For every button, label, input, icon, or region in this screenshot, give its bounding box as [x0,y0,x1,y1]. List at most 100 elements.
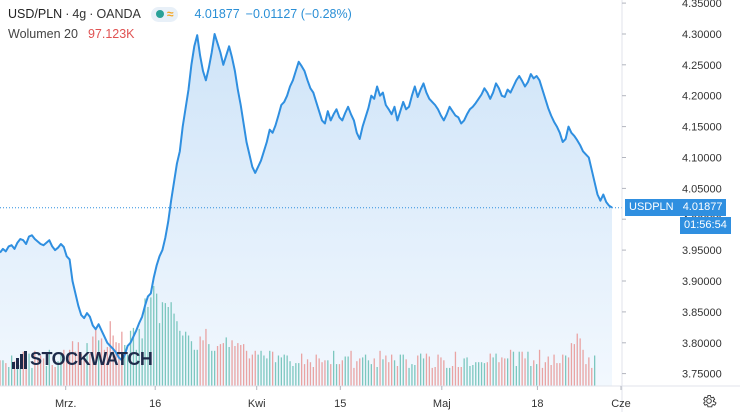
volume-bar [158,323,161,386]
volume-bar [135,349,137,386]
volume-bar [280,357,282,386]
volume-bar [51,365,53,386]
legend-volume-row[interactable]: Wolumen 20 97.123K [8,24,352,44]
volume-bar [588,357,590,386]
volume-bar [173,313,175,386]
volume-bar [228,347,230,386]
volume-bar [547,356,549,386]
volume-bar [37,357,39,386]
volume-bar [469,366,471,386]
volume-bar [356,361,358,386]
volume-bar [153,286,155,386]
volume-bar [335,364,338,386]
volume-bar [541,367,544,386]
volume-bar [362,357,364,386]
y-tick-label: 4.05000 [682,183,722,195]
volume-bar [289,361,291,386]
volume-bar [286,355,288,386]
legend-separator: · [65,7,70,21]
volume-bar [54,367,56,386]
volume-bar [71,341,74,386]
volume-bar [518,351,520,386]
volume-bar [19,365,21,386]
volume-bar [86,343,88,386]
volume-bar [254,350,256,386]
volume-bar [240,345,242,386]
volume-bar [530,366,532,386]
x-tick-label: 16 [149,398,161,410]
volume-bar [399,354,401,386]
volume-bar [309,362,312,386]
time-axis[interactable]: Mrz. 16 Kwi 15 Maj 18 Cze [55,386,631,410]
volume-bar [0,360,1,386]
logo-bars-icon [12,350,27,369]
y-tick-label: 3.85000 [682,307,722,319]
volume-bar [408,367,410,386]
legend-separator: · [89,7,94,21]
volume-bar [167,307,169,386]
volume-bar [498,362,500,386]
volume-bar [196,349,198,386]
volume-bar [144,298,146,386]
volume-bar [463,358,465,386]
x-tick-label: Maj [433,398,451,410]
volume-bar [327,360,329,386]
volume-bar [333,350,335,386]
indicator-toggle-button[interactable]: ≈ [150,6,179,22]
volume-bar [243,344,245,386]
volume-bar [245,350,248,386]
volume-bar [460,367,462,386]
legend-symbol[interactable]: USD/PLN [8,7,63,21]
volume-bar [538,349,541,386]
volume-bar [277,355,280,386]
volume-bar [437,354,439,386]
volume-bar [306,359,309,386]
volume-bar [536,364,538,386]
legend-main-row: USD/PLN · 4g · OANDA ≈ 4.01877 −0.01127 … [8,4,352,24]
volume-bar [379,350,381,386]
volume-bar [527,351,529,386]
volume-bar [370,364,372,386]
volume-bar [260,350,262,386]
volume-bar [185,331,187,386]
volume-bar [164,303,166,386]
price-line[interactable] [0,33,613,362]
wave-icon: ≈ [166,7,174,21]
volume-bar [25,362,27,386]
x-tick-label: Mrz. [55,398,76,410]
volume-bar [480,362,483,386]
price-badge: USDPLN 4.01877 [625,199,727,216]
volume-bar [225,337,227,386]
volume-bar [594,355,596,386]
volume-bar [179,330,181,386]
volume-bar [420,353,422,386]
countdown-badge: 01:56:54 [680,217,731,234]
volume-bar [40,355,42,386]
volume-bar [112,335,114,386]
volume-bar [591,367,593,386]
volume-bar [170,302,172,386]
volume-bar [388,362,390,386]
volume-bar [150,297,152,386]
volume-bar [550,365,552,386]
volume-bar [417,355,419,386]
volume-bar [60,354,62,386]
volume-bar [443,360,445,386]
volume-bar [431,367,433,386]
volume-bar [274,362,277,386]
volume-bar [509,349,512,386]
volume-bar [77,342,79,386]
volume-bar [364,354,367,386]
volume-bar [69,349,71,386]
volume-bar [556,363,558,386]
volume-bar [214,350,216,386]
volume-bar [495,353,497,386]
volume-bar [272,351,274,386]
volume-bar [74,351,77,386]
logo-text: STOCKWATCH [30,349,153,369]
volume-bar [330,364,332,386]
volume-bar [483,363,486,386]
gear-icon[interactable] [701,393,717,409]
